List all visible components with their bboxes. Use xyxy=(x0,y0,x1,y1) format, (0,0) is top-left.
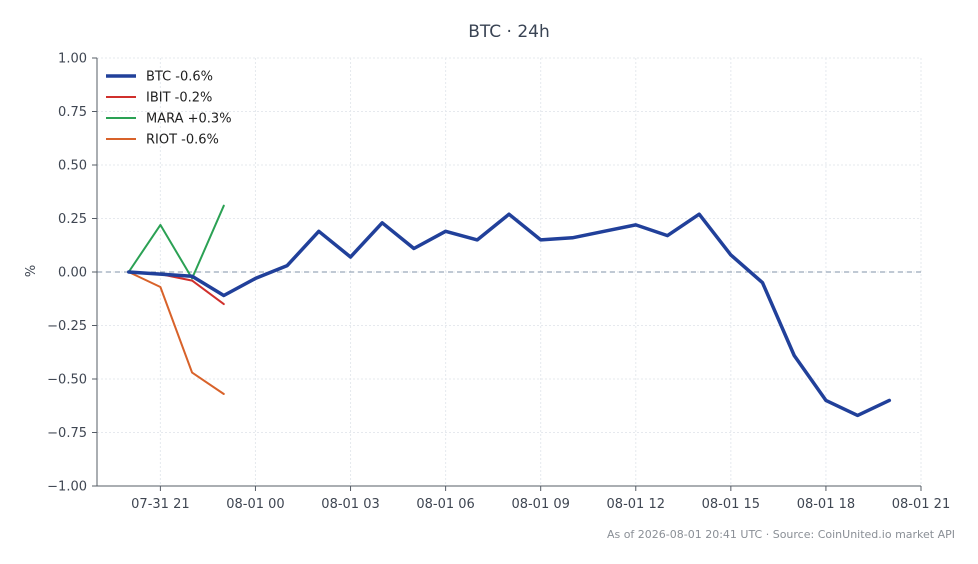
y-tick-label: 0.25 xyxy=(58,212,87,227)
legend-label: MARA +0.3% xyxy=(146,112,232,127)
y-tick-label: −0.25 xyxy=(47,319,87,334)
y-tick-label: 1.00 xyxy=(58,52,87,67)
y-tick-label: −1.00 xyxy=(47,480,87,495)
y-tick-label: −0.75 xyxy=(47,426,87,441)
legend: BTC -0.6% IBIT -0.2% MARA +0.3% RIOT -0.6% xyxy=(106,70,232,148)
x-tick-label: 08-01 00 xyxy=(226,497,284,512)
y-tick-label: 0.75 xyxy=(58,105,87,120)
x-tick-label: 08-01 03 xyxy=(321,497,379,512)
y-tick-label: −0.50 xyxy=(47,373,87,388)
series-line-btc xyxy=(126,212,892,418)
x-tick-label: 08-01 21 xyxy=(892,497,950,512)
axes: 1.00 0.75 0.50 0.25 0.00 −0.25 −0.50 −0.75 −1.00… xyxy=(47,52,950,513)
y-tick-label: 0.50 xyxy=(58,159,87,174)
y-tick-label: 0.00 xyxy=(58,266,87,281)
x-tick-label: 08-01 06 xyxy=(416,497,474,512)
series xyxy=(126,204,892,418)
x-tick-label: 08-01 09 xyxy=(511,497,569,512)
legend-label: BTC -0.6% xyxy=(146,70,213,85)
footer-source-text: As of 2026-08-01 20:41 UTC · Source: Coi… xyxy=(607,528,955,541)
chart-title: BTC · 24h xyxy=(468,22,550,42)
legend-label: IBIT -0.2% xyxy=(146,91,212,106)
series-line-riot xyxy=(127,271,225,395)
legend-label: RIOT -0.6% xyxy=(146,133,219,148)
x-tick-label: 08-01 15 xyxy=(702,497,760,512)
x-tick-label: 08-01 12 xyxy=(607,497,665,512)
x-tick-label: 08-01 18 xyxy=(797,497,855,512)
y-axis-label: % xyxy=(24,265,39,277)
series-line-mara xyxy=(127,204,225,280)
x-tick-label: 07-31 21 xyxy=(131,497,189,512)
